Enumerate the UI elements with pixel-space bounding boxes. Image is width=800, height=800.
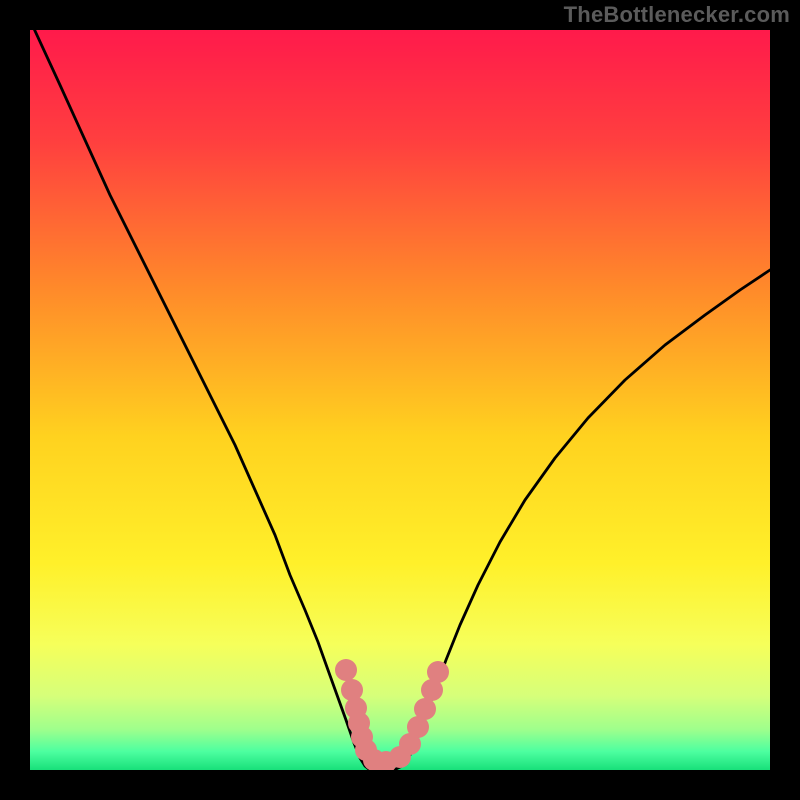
bottleneck-curve bbox=[30, 20, 770, 770]
curve-marker bbox=[335, 659, 357, 681]
watermark-text: TheBottlenecker.com bbox=[564, 2, 790, 28]
curve-layer bbox=[0, 0, 800, 800]
curve-marker bbox=[427, 661, 449, 683]
curve-marker bbox=[414, 698, 436, 720]
chart-container: TheBottlenecker.com bbox=[0, 0, 800, 800]
